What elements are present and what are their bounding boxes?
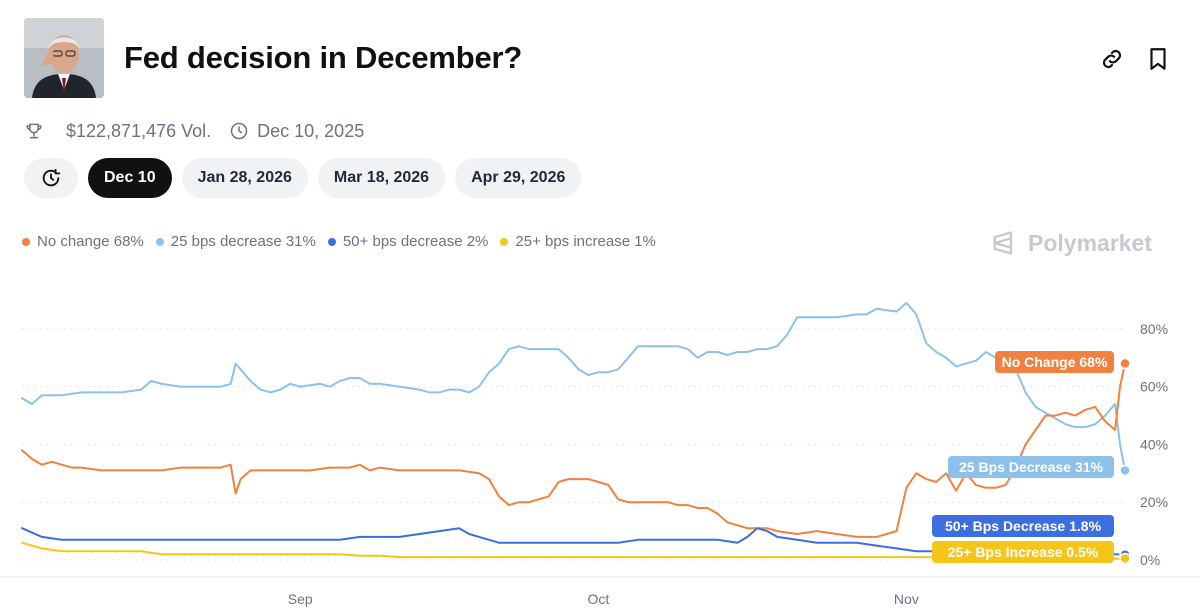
series-endpoint [1119,357,1131,370]
y-tick-label: 40% [1140,436,1168,452]
chart-legend: No change 68% 25 bps decrease 31% 50+ bp… [22,233,668,250]
legend-25-bps-decrease: 25 bps decrease 31% [155,233,316,250]
series-callout-box [932,541,1114,563]
series-callout-box [948,456,1114,478]
series-line-25-bps-decrease [21,301,1126,472]
legend-dot [155,237,164,246]
series-callout-box [995,351,1114,373]
market-title: Fed decision in December? [124,40,523,75]
history-button[interactable] [24,158,78,198]
brand-name: Polymarket [1028,229,1153,256]
series-endpoint [1119,552,1131,565]
history-icon [42,168,61,187]
legend-dot [500,237,509,246]
x-tick-label: Nov [894,591,919,607]
legend-label: 50+ bps decrease 2% [342,233,489,250]
y-tick-label: 60% [1140,379,1168,395]
legend-25-bps-increase: 25+ bps increase 1% [500,233,656,250]
legend-50-bps-decrease: 50+ bps decrease 2% [327,233,489,250]
y-tick-label: 0% [1140,552,1160,568]
series-callout-label: 25 Bps Decrease 31% [959,459,1104,475]
polymarket-brand: Polymarket [990,229,1152,257]
x-tick-label: Oct [587,591,609,607]
legend-label: 25 bps decrease 31% [170,233,316,250]
probability-chart: 0% 20% 40% 60% 80% Sep Oct Nov No Change 68% 25 B… [0,301,1200,607]
polymarket-logo-icon [993,231,1013,255]
date-tabs: Dec 10 Jan 28, 2026 Mar 18, 2026 Apr 29,… [24,158,591,198]
link-icon[interactable] [1099,46,1125,72]
series-callout-label: 50+ Bps Decrease 1.8% [945,518,1102,534]
legend-label: No change 68% [37,233,144,250]
legend-dot [22,237,30,246]
series-callout-box [932,515,1114,537]
tab-apr-29-2026[interactable]: Apr 29, 2026 [455,158,582,198]
clock-icon [230,122,248,140]
series-callout-label: No Change 68% [1002,354,1108,370]
tab-mar-18-2026[interactable]: Mar 18, 2026 [317,158,446,198]
end-date-text: Dec 10, 2025 [257,120,365,141]
market-avatar [24,18,104,98]
y-tick-label: 80% [1140,321,1168,337]
tab-dec-10[interactable]: Dec 10 [88,158,172,198]
volume-text: $122,871,476 Vol. [66,120,212,141]
legend-no-change: No change 68% [22,233,144,250]
series-line-no-change [21,362,1126,538]
bookmark-icon[interactable] [1145,46,1171,72]
trophy-icon [26,123,42,139]
legend-label: 25+ bps increase 1% [515,233,656,250]
series-endpoint [1119,464,1131,477]
market-header: Fed decision in December? [24,18,1176,100]
legend-dot [327,237,336,246]
y-tick-label: 20% [1140,494,1168,510]
tab-jan-28-2026[interactable]: Jan 28, 2026 [181,158,308,198]
series-callout-label: 25+ Bps Increase 0.5% [948,544,1099,560]
x-tick-label: Sep [288,591,313,607]
portrait-image [24,18,104,98]
market-meta: $122,871,476 Vol. Dec 10, 2025 [24,118,364,144]
